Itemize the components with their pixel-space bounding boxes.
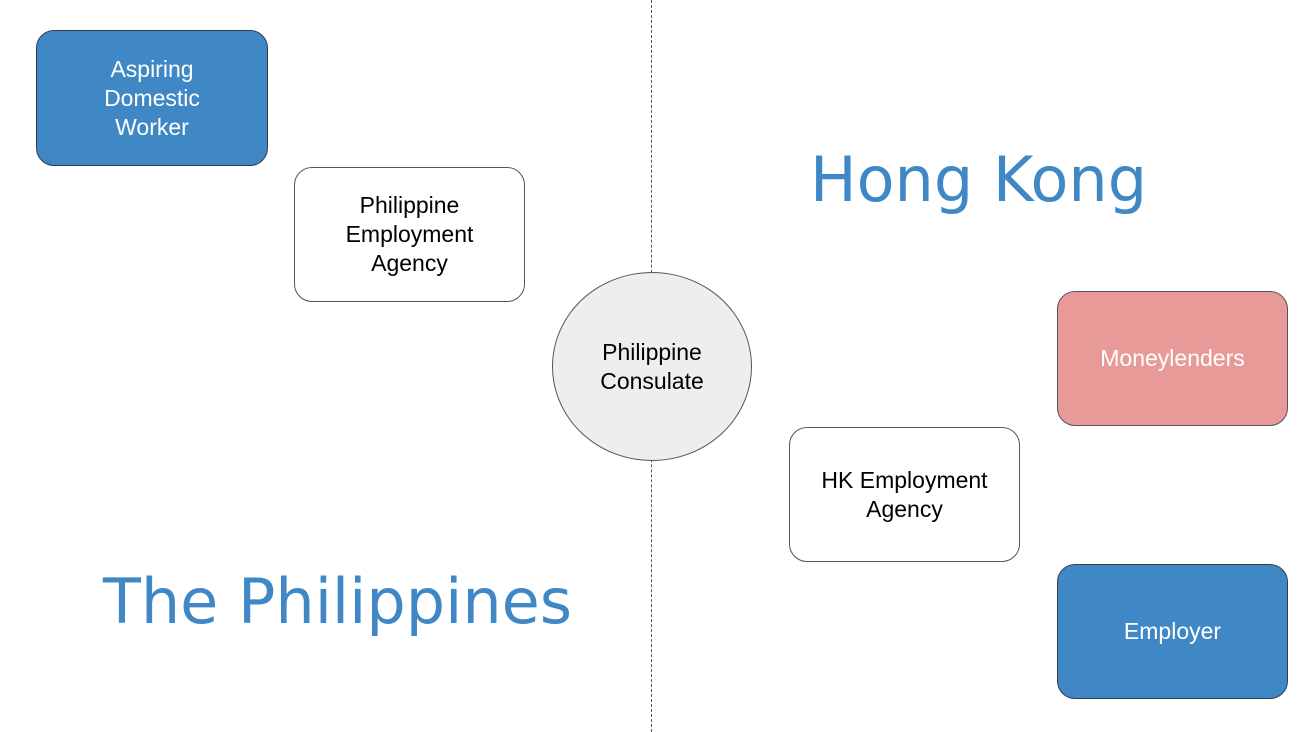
moneylenders-node: Moneylenders xyxy=(1057,291,1288,426)
aspiring-domestic-worker-label: Aspiring Domestic Worker xyxy=(104,55,200,140)
region-title-hong-kong: Hong Kong xyxy=(810,143,1148,216)
aspiring-domestic-worker-node: Aspiring Domestic Worker xyxy=(36,30,268,166)
philippine-consulate-label: Philippine Consulate xyxy=(600,338,704,394)
employer-node: Employer xyxy=(1057,564,1288,699)
hk-employment-agency-label: HK Employment Agency xyxy=(821,466,988,522)
philippine-consulate-node: Philippine Consulate xyxy=(552,272,752,461)
moneylenders-label: Moneylenders xyxy=(1100,345,1245,371)
philippine-employment-agency-label: Philippine Employment Agency xyxy=(345,192,474,276)
hk-employment-agency-node: HK Employment Agency xyxy=(789,427,1020,562)
employer-label: Employer xyxy=(1123,618,1222,644)
region-title-the-philippines: The Philippines xyxy=(103,565,573,638)
philippine-employment-agency-node: Philippine Employment Agency xyxy=(294,167,525,302)
